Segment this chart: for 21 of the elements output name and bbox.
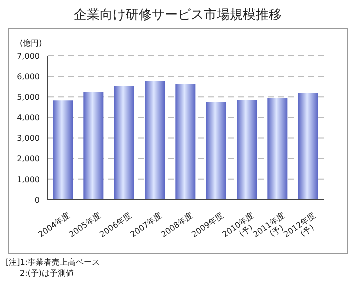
y-tick-label: 3,000 [17, 134, 40, 144]
text: 2:(予)は予測値 [19, 268, 76, 279]
y-tick-label: 1,000 [17, 175, 40, 184]
bar [206, 102, 226, 200]
y-tick-label: 5,000 [17, 92, 40, 102]
bar [53, 100, 73, 200]
y-tick-label: 6,000 [17, 72, 40, 82]
text: [注]1:事業者売上高ベース [6, 257, 100, 268]
bar [176, 84, 196, 200]
bar [268, 98, 288, 200]
y-tick-label: 7,000 [17, 52, 40, 61]
bar [237, 100, 257, 200]
y-tick-label: 2,000 [17, 154, 40, 164]
chart-title: 企業向け研修サービス市場規模推移 [73, 7, 283, 24]
y-tick-label: 0 [34, 196, 40, 205]
y-tick-label: 4,000 [17, 114, 40, 123]
bar [84, 92, 104, 200]
bar [114, 86, 134, 200]
y-axis-title: (億円) [20, 38, 42, 49]
bar [145, 81, 165, 200]
bar [298, 93, 318, 200]
